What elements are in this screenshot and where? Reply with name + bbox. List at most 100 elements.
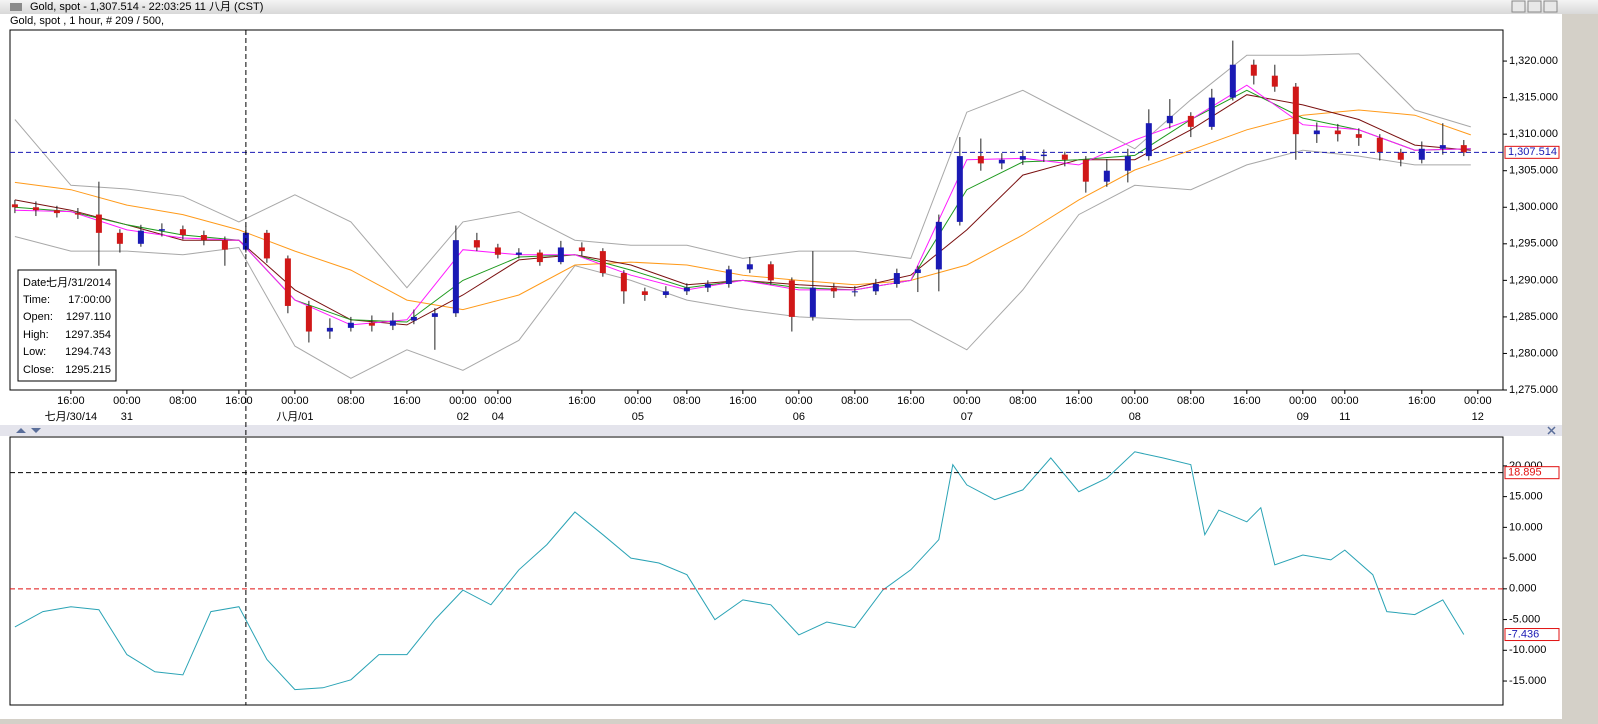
x-tick-label: 16:00 bbox=[1065, 395, 1093, 407]
candle-body bbox=[1355, 134, 1362, 138]
x-tick-label: 08:00 bbox=[1009, 395, 1037, 407]
candle-body bbox=[1040, 154, 1047, 157]
x-tick-label: 00:00 bbox=[624, 395, 652, 407]
minimize-button[interactable] bbox=[1511, 0, 1526, 13]
candle-body bbox=[1103, 170, 1110, 182]
candle-body bbox=[1313, 130, 1320, 135]
x-tick-label: 08:00 bbox=[169, 395, 197, 407]
indicator-line bbox=[14, 53, 1471, 289]
x-date-label: 八月/01 bbox=[276, 411, 313, 423]
candle-body bbox=[326, 327, 333, 332]
candle-body bbox=[95, 214, 102, 233]
candle-body bbox=[284, 258, 291, 306]
info-value: 1297.354 bbox=[65, 329, 111, 341]
candle-body bbox=[74, 213, 81, 215]
candle-body bbox=[641, 291, 648, 295]
x-tick-label: 08:00 bbox=[337, 395, 365, 407]
candle-body bbox=[998, 159, 1005, 164]
info-box-frame bbox=[17, 269, 117, 382]
panel-splitter bbox=[0, 425, 1562, 436]
candle-body bbox=[767, 264, 774, 281]
x-date-label: 04 bbox=[492, 411, 504, 423]
y-tick-label: -5.000 bbox=[1509, 613, 1540, 625]
info-box: Date: 七月/31/2014 Time: 17:00:00 Open: 12… bbox=[17, 269, 117, 382]
last-value-box bbox=[1504, 628, 1560, 642]
candle-body bbox=[1460, 145, 1467, 153]
candle-body bbox=[137, 230, 144, 244]
candle-body bbox=[746, 264, 753, 270]
candle-body bbox=[263, 232, 270, 259]
y-tick-label: -10.000 bbox=[1509, 644, 1546, 656]
info-label: Close: bbox=[23, 364, 54, 376]
y-tick-label: -15.000 bbox=[1509, 675, 1546, 687]
candle-body bbox=[1229, 64, 1236, 98]
candle-body bbox=[1292, 86, 1299, 135]
info-label: High: bbox=[23, 329, 49, 341]
candle-body bbox=[32, 207, 39, 211]
x-tick-label: 00:00 bbox=[953, 395, 981, 407]
y-tick-label: 1,315.000 bbox=[1509, 92, 1558, 104]
candle-body bbox=[557, 247, 564, 263]
candle-body bbox=[389, 320, 396, 326]
restore-button[interactable] bbox=[1527, 0, 1542, 13]
candle-body bbox=[200, 235, 207, 241]
x-tick-label: 16:00 bbox=[225, 395, 253, 407]
candle-body bbox=[893, 273, 900, 285]
window-title: Gold, spot - 1,307.514 - 22:03:25 11 八月 … bbox=[30, 1, 263, 13]
x-tick-label: 00:00 bbox=[281, 395, 309, 407]
x-date-label: 11 bbox=[1339, 411, 1350, 423]
x-date-label: 02 bbox=[457, 411, 469, 423]
window-icon bbox=[10, 3, 22, 11]
candle-body bbox=[1439, 145, 1446, 149]
title-bar bbox=[0, 0, 1598, 14]
x-tick-label: 00:00 bbox=[113, 395, 141, 407]
x-tick-label: 16:00 bbox=[729, 395, 757, 407]
x-date-label: 09 bbox=[1297, 411, 1309, 423]
candle-body bbox=[851, 291, 858, 293]
y-tick-label: 1,320.000 bbox=[1509, 55, 1558, 67]
x-tick-label: 08:00 bbox=[673, 395, 701, 407]
close-button[interactable] bbox=[1543, 0, 1558, 13]
candle-body bbox=[620, 273, 627, 292]
candle-body bbox=[1376, 137, 1383, 153]
splitter-arrows[interactable] bbox=[16, 428, 41, 433]
candle-body bbox=[1397, 152, 1404, 160]
x-tick-label: 08:00 bbox=[1177, 395, 1205, 407]
indicator-line bbox=[14, 149, 1471, 379]
candle-body bbox=[977, 156, 984, 164]
y-tick-label: 15.000 bbox=[1509, 491, 1543, 503]
candle-body bbox=[956, 156, 963, 222]
candle-body bbox=[704, 284, 711, 288]
y-tick-label: 1,280.000 bbox=[1509, 347, 1558, 359]
candle-body bbox=[1271, 75, 1278, 87]
x-tick-label: 00:00 bbox=[484, 395, 512, 407]
candle-body bbox=[305, 305, 312, 332]
info-value: 七月/31/2014 bbox=[46, 276, 111, 289]
candle-body bbox=[1250, 64, 1257, 76]
candle-body bbox=[1187, 115, 1194, 127]
info-value: 1294.743 bbox=[65, 346, 111, 358]
candle-body bbox=[452, 240, 459, 314]
current-price-label: 1,307.514 bbox=[1508, 146, 1557, 158]
plot-group bbox=[11, 40, 1471, 379]
y-tick-label: 1,290.000 bbox=[1509, 274, 1558, 286]
x-tick-label: 00:00 bbox=[1464, 395, 1492, 407]
panel-close[interactable] bbox=[1547, 426, 1556, 435]
x-date-label: 08 bbox=[1129, 411, 1141, 423]
candle-body bbox=[221, 240, 228, 250]
x-tick-label: 00:00 bbox=[785, 395, 813, 407]
y-tick-label: 0.000 bbox=[1509, 583, 1537, 595]
y-tick-label: 1,310.000 bbox=[1509, 128, 1558, 140]
candle-body bbox=[410, 316, 417, 321]
y-tick-label: 1,285.000 bbox=[1509, 311, 1558, 323]
chart-area bbox=[0, 14, 1562, 719]
oscillator-panel bbox=[9, 436, 1504, 706]
y-tick-label: 10.000 bbox=[1509, 521, 1543, 533]
candle-body bbox=[683, 287, 690, 292]
info-label: Open: bbox=[23, 311, 53, 323]
candle-body bbox=[662, 291, 669, 295]
candle-body bbox=[1124, 156, 1131, 171]
plot-layer: 1,275.000 1,280.000 1,285.000 1,290.000 1,29… bbox=[10, 30, 1560, 705]
x-tick-label: 00:00 bbox=[1289, 395, 1317, 407]
